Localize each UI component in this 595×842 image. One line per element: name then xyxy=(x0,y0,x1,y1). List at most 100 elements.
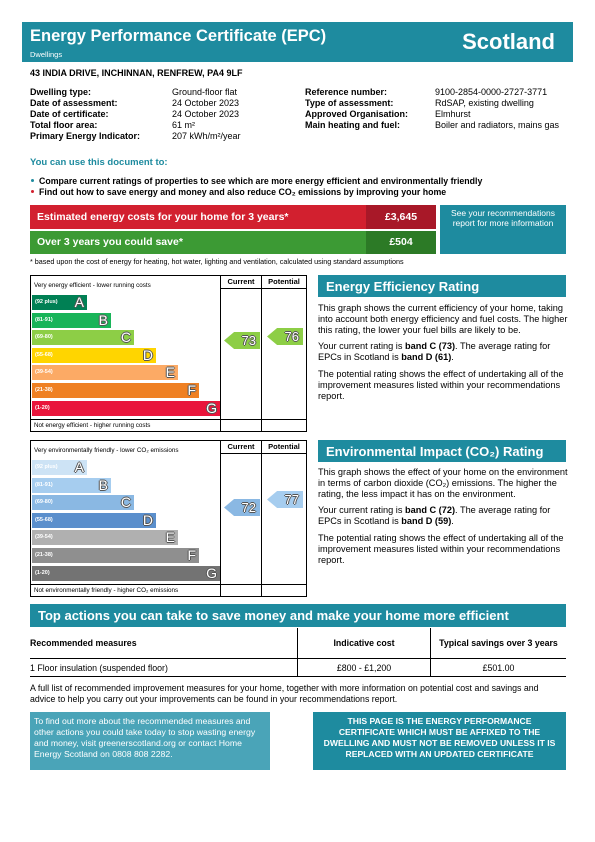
paragraph: The potential rating shows the effect of… xyxy=(318,532,564,565)
rating-band: (1-20) G xyxy=(32,399,220,416)
table-header: Recommended measures xyxy=(30,638,137,648)
potential-value: 77 xyxy=(284,492,299,507)
save-value: £504 xyxy=(389,236,413,248)
rating-paragraph: Your current rating is band C (72). The … xyxy=(318,505,568,527)
rating-paragraph: Your current rating is band C (73). The … xyxy=(318,341,568,363)
band-range: (81-91) xyxy=(35,316,53,323)
rating-band: band C (73) xyxy=(404,341,456,352)
detail-label: Main heating and fuel: xyxy=(305,120,401,130)
band-letter: D xyxy=(142,511,153,528)
text-segment: . The average rating for EPCs in Scotlan… xyxy=(318,505,551,527)
footnote: * based upon the cost of energy for heat… xyxy=(30,257,404,266)
band-range: (55-68) xyxy=(35,516,53,523)
band-letter: A xyxy=(74,459,84,475)
header-bar: Energy Performance Certificate (EPC) Dwe… xyxy=(22,22,573,62)
column-divider xyxy=(261,441,262,596)
rating-band: (21-38) F xyxy=(32,383,199,398)
bullet-text: Find out how to save energy and money an… xyxy=(39,187,447,197)
cost-label: Estimated energy costs for your home for… xyxy=(37,211,289,223)
band-range: (92 plus) xyxy=(35,464,58,470)
band-range: (21-38) xyxy=(35,387,53,393)
rating-band: (39-54) E xyxy=(32,365,178,381)
band-range: (69-80) xyxy=(35,334,53,341)
save-row: Over 3 years you could save* xyxy=(30,231,366,254)
current-header: Current xyxy=(227,442,255,451)
rating-band: (81-91) B xyxy=(32,311,111,328)
cost-value-box: £3,645 xyxy=(366,205,436,229)
actions-table: Recommended measures Indicative cost Typic… xyxy=(30,628,566,677)
band-letter: F xyxy=(187,547,196,563)
text-segment: Your current rating is xyxy=(318,505,405,516)
band-letter: G xyxy=(206,399,217,416)
ee-heading: Energy Efficiency Rating xyxy=(326,279,480,294)
notice: THIS PAGE IS THE ENERGY PERFORMANCE CERT… xyxy=(323,716,556,759)
detail-label: Total floor area: xyxy=(30,120,98,130)
actions-bar: Top actions you can take to save money a… xyxy=(30,604,566,627)
detail-value: Ground-floor flat xyxy=(172,87,238,97)
ei-text: This graph shows the effect of your home… xyxy=(318,467,568,571)
column-divider xyxy=(261,276,262,431)
save-label: Over 3 years you could save* xyxy=(37,236,183,248)
column-divider xyxy=(220,441,221,596)
address: 43 INDIA DRIVE, INCHINNAN, RENFREW, PA4 … xyxy=(30,68,243,78)
current-rating: 73 xyxy=(224,332,260,349)
rating-band: (69-80) C xyxy=(32,495,134,511)
detail-label: Date of assessment: xyxy=(30,98,118,108)
info-footer: To find out more about the recommended m… xyxy=(34,716,256,759)
band-range: (39-54) xyxy=(35,369,53,376)
detail-label: Primary Energy Indicator: xyxy=(30,131,141,141)
top-label: Very energy efficient - lower running co… xyxy=(34,282,151,289)
ee-heading-bar: Energy Efficiency Rating xyxy=(318,275,566,297)
band-range: (81-91) xyxy=(35,481,53,488)
top-label: Very environmentally friendly - lower CO… xyxy=(34,447,179,454)
detail-value: Elmhurst xyxy=(435,109,471,119)
band-letter: B xyxy=(98,476,108,493)
footer-divider xyxy=(31,584,306,585)
energy-efficiency-chart: Current Potential Very energy efficient - … xyxy=(30,275,307,432)
band-range: (39-54) xyxy=(35,534,53,541)
band-letter: B xyxy=(98,311,108,328)
footer-divider xyxy=(31,419,306,420)
potential-rating: 77 xyxy=(267,491,303,508)
text-segment: Your current rating is xyxy=(318,341,405,352)
band-range: (92 plus) xyxy=(35,299,58,305)
band-range: (1-20) xyxy=(35,404,50,411)
band-letter: F xyxy=(187,382,196,398)
potential-header: Potential xyxy=(268,442,300,451)
country: Scotland xyxy=(462,29,555,54)
header-divider xyxy=(220,288,306,289)
bullet-dot xyxy=(31,179,34,182)
paragraph: The potential rating shows the effect of… xyxy=(318,368,564,401)
text-segment: . xyxy=(451,516,454,527)
cost-value: £3,645 xyxy=(384,211,418,223)
detail-value: 24 October 2023 xyxy=(172,109,240,119)
subtitle: Dwellings xyxy=(30,50,63,59)
rating-band: (81-91) B xyxy=(32,476,111,493)
environmental-impact-chart: Current Potential Very environmentally fri… xyxy=(30,440,307,597)
rating-band: (55-68) D xyxy=(32,347,156,363)
bottom-label: Not environmentally friendly - higher CO… xyxy=(34,587,179,594)
band-range: (69-80) xyxy=(35,499,53,506)
detail-value: RdSAP, existing dwelling xyxy=(435,98,534,108)
info-box: See your recommendations report for more… xyxy=(440,205,566,254)
potential-rating: 76 xyxy=(267,328,303,345)
band-range: (1-20) xyxy=(35,569,50,576)
band-letter: E xyxy=(165,529,175,546)
column-divider xyxy=(430,628,431,676)
cost-row: Estimated energy costs for your home for… xyxy=(30,205,366,229)
detail-label: Type of assessment: xyxy=(305,98,394,108)
table-cell: £501.00 xyxy=(482,663,515,673)
rating-band: band D (59) xyxy=(401,516,452,527)
info-text: See your recommendations report for more… xyxy=(451,208,555,229)
potential-value: 76 xyxy=(284,329,299,344)
table-cell: £800 - £1,200 xyxy=(336,663,392,673)
info-footer-box: To find out more about the recommended m… xyxy=(30,712,270,770)
detail-label: Date of certificate: xyxy=(30,109,109,119)
detail-label: Dwelling type: xyxy=(30,87,92,97)
detail-label: Approved Organisation: xyxy=(305,109,409,119)
current-value: 73 xyxy=(241,333,256,348)
ei-heading: Environmental Impact (CO₂) Rating xyxy=(326,444,544,459)
rating-band: (55-68) D xyxy=(32,511,156,528)
rating-band: (92 plus) A xyxy=(32,295,87,310)
